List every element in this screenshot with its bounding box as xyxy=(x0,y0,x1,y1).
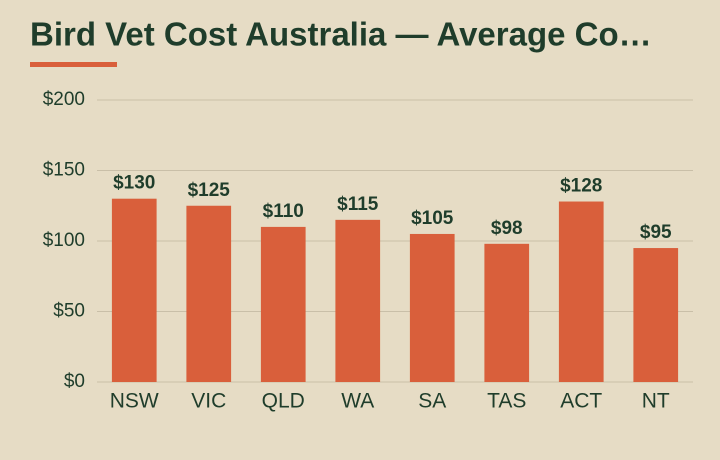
y-tick-label: $200 xyxy=(43,89,85,110)
x-tick-label: WA xyxy=(341,390,374,413)
bar xyxy=(409,233,455,382)
value-label: $110 xyxy=(263,201,304,222)
y-tick-label: $100 xyxy=(43,230,85,251)
bar xyxy=(186,205,232,382)
x-tick-label: ACT xyxy=(560,390,602,413)
x-tick-label: NT xyxy=(642,390,670,413)
bar xyxy=(335,219,381,382)
value-label: $98 xyxy=(491,218,523,239)
bar xyxy=(484,243,530,382)
y-tick-label: $50 xyxy=(53,301,85,322)
bar xyxy=(111,198,157,382)
value-label: $105 xyxy=(411,208,454,229)
y-tick-label: $0 xyxy=(64,371,85,392)
x-tick-label: QLD xyxy=(262,390,305,413)
value-label: $128 xyxy=(560,176,602,197)
bar xyxy=(558,201,604,382)
x-tick-label: SA xyxy=(418,390,446,413)
chart-title: Bird Vet Cost Australia — Average Co… xyxy=(30,16,652,53)
title-accent xyxy=(30,62,117,67)
x-tick-label: VIC xyxy=(191,390,226,413)
x-tick-label: NSW xyxy=(110,390,159,413)
value-label: $130 xyxy=(113,173,155,194)
value-label: $115 xyxy=(337,194,379,215)
bar xyxy=(260,226,306,382)
value-label: $125 xyxy=(188,180,231,201)
x-tick-label: TAS xyxy=(487,390,526,413)
y-tick-label: $150 xyxy=(43,160,85,181)
value-label: $95 xyxy=(640,222,672,243)
bar xyxy=(633,248,679,382)
